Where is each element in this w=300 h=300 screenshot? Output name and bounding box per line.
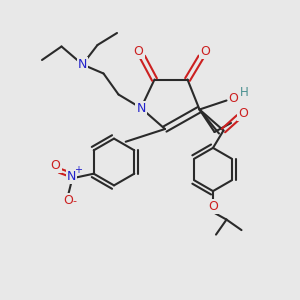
Text: -: - <box>72 196 76 206</box>
Text: N: N <box>67 170 76 183</box>
Text: O: O <box>200 45 210 58</box>
Text: N: N <box>136 101 146 115</box>
Text: O: O <box>51 159 61 172</box>
Text: O: O <box>238 107 248 120</box>
Text: O: O <box>134 45 143 58</box>
Text: N: N <box>78 58 87 71</box>
Text: H: H <box>240 86 249 100</box>
Text: O: O <box>63 194 73 207</box>
Text: +: + <box>74 165 82 175</box>
Text: O: O <box>208 200 218 213</box>
Text: O: O <box>229 92 238 105</box>
